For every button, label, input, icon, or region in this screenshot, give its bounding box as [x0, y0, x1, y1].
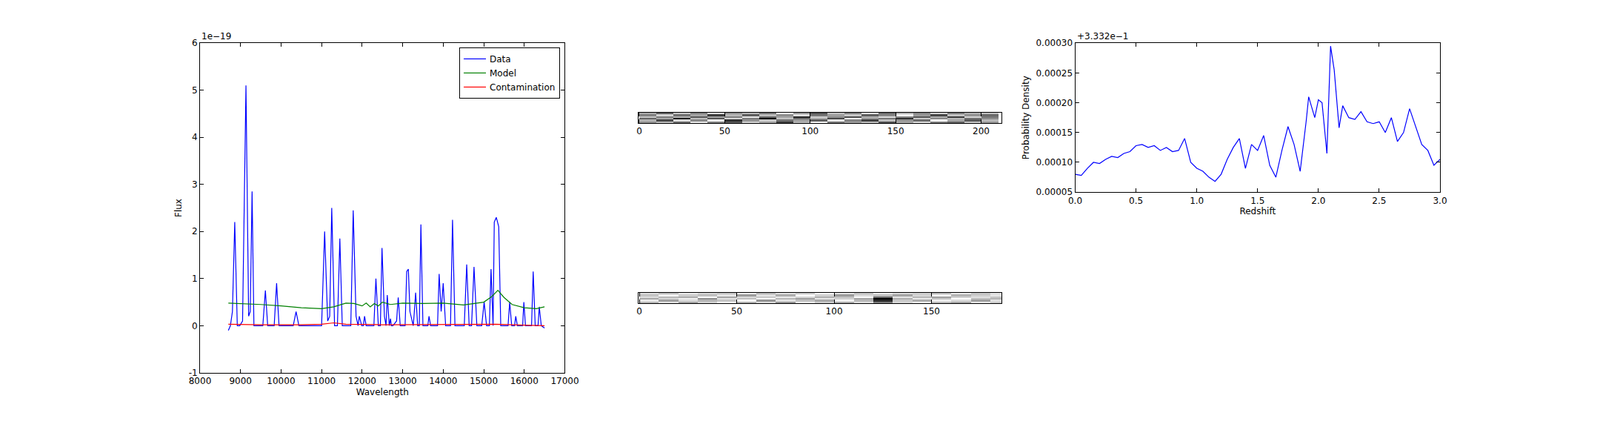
svg-text:11000: 11000 [307, 375, 336, 386]
svg-text:2.5: 2.5 [1371, 195, 1386, 206]
svg-text:0: 0 [191, 320, 198, 332]
svg-text:16000: 16000 [510, 375, 539, 386]
svg-text:1e−19: 1e−19 [201, 31, 232, 42]
svg-text:150: 150 [922, 305, 940, 317]
svg-text:0.00015: 0.00015 [1035, 127, 1073, 138]
svg-text:Contamination: Contamination [489, 82, 555, 93]
svg-text:150: 150 [887, 125, 905, 137]
svg-text:3.0: 3.0 [1432, 195, 1447, 206]
svg-text:0.00010: 0.00010 [1035, 157, 1073, 168]
svg-text:9000: 9000 [228, 375, 252, 386]
svg-text:Redshift: Redshift [1239, 205, 1276, 217]
svg-text:50: 50 [719, 125, 731, 137]
svg-text:10000: 10000 [266, 375, 295, 386]
svg-text:5: 5 [191, 85, 198, 96]
svg-text:2: 2 [191, 225, 198, 237]
svg-text:50: 50 [731, 305, 743, 317]
svg-text:-1: -1 [188, 367, 198, 378]
svg-text:1.5: 1.5 [1250, 195, 1265, 206]
svg-text:8000: 8000 [188, 375, 212, 386]
svg-text:+3.332e−1: +3.332e−1 [1077, 31, 1129, 42]
svg-text:1.0: 1.0 [1189, 195, 1204, 206]
svg-text:Data: Data [489, 54, 512, 65]
svg-text:0: 0 [636, 125, 643, 137]
svg-text:1: 1 [191, 273, 198, 284]
svg-text:2.0: 2.0 [1311, 195, 1326, 206]
svg-text:Model: Model [489, 68, 517, 79]
svg-text:0.00005: 0.00005 [1035, 186, 1073, 198]
svg-text:0.0: 0.0 [1068, 195, 1083, 206]
svg-text:12000: 12000 [348, 375, 377, 386]
svg-text:3: 3 [191, 179, 198, 190]
svg-text:17000: 17000 [550, 375, 579, 386]
svg-text:4: 4 [191, 131, 198, 143]
svg-text:100: 100 [825, 305, 843, 317]
svg-text:Probability Density: Probability Density [1020, 75, 1032, 160]
svg-text:200: 200 [972, 125, 990, 137]
svg-text:6: 6 [191, 37, 198, 49]
svg-text:13000: 13000 [388, 375, 418, 386]
svg-text:0.00025: 0.00025 [1035, 68, 1073, 79]
svg-text:15000: 15000 [469, 375, 498, 386]
svg-text:0: 0 [636, 305, 643, 317]
svg-text:Wavelength: Wavelength [356, 386, 409, 398]
svg-text:Flux: Flux [173, 198, 184, 218]
svg-text:100: 100 [801, 125, 819, 137]
svg-text:0.5: 0.5 [1128, 195, 1143, 206]
svg-text:14000: 14000 [428, 375, 458, 386]
svg-text:0.00030: 0.00030 [1035, 37, 1073, 49]
svg-text:0.00020: 0.00020 [1035, 97, 1073, 109]
